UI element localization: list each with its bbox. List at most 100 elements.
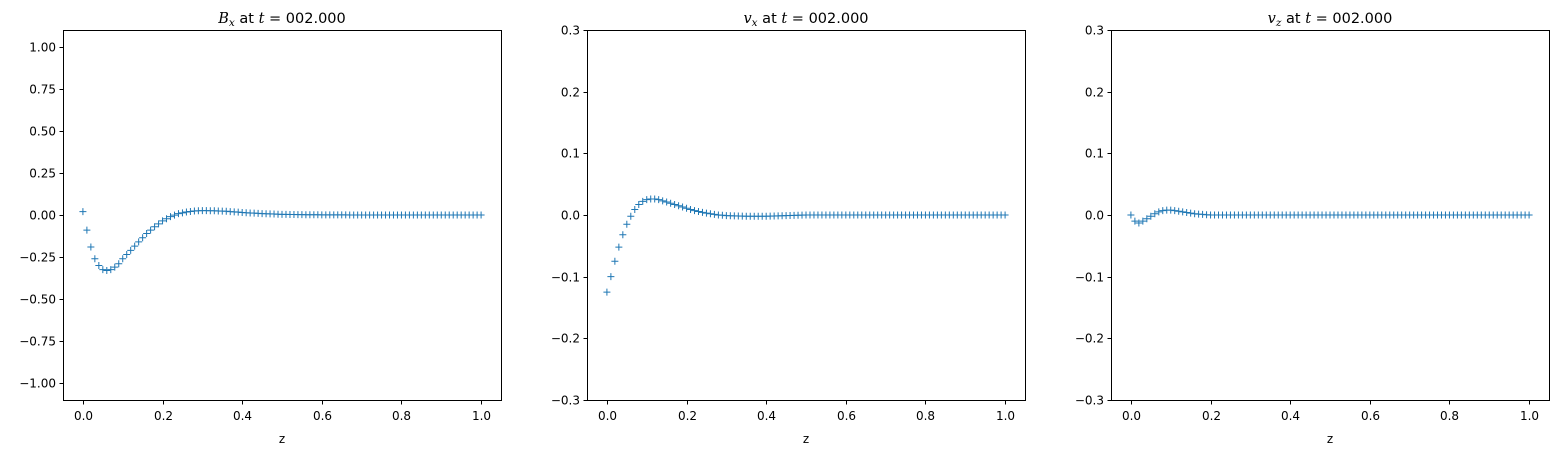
data-point xyxy=(135,238,143,246)
data-point xyxy=(635,201,643,209)
data-point xyxy=(651,195,659,203)
data-point xyxy=(643,196,651,204)
title-subscript: x xyxy=(229,17,235,29)
y-ticks: −0.3 −0.2 −0.1 0.0 0.1 0.2 0.3 xyxy=(1075,24,1112,408)
y-tick-label: 0.75 xyxy=(29,83,56,97)
data-markers xyxy=(603,195,1009,296)
y-ticks: −0.3 −0.2 −0.1 0.0 0.1 0.2 0.3 xyxy=(551,24,588,408)
data-point xyxy=(1139,217,1147,225)
data-point xyxy=(687,205,695,213)
x-tick-label: 1.0 xyxy=(1520,409,1539,423)
data-point xyxy=(691,207,699,215)
data-point xyxy=(139,234,147,242)
data-point xyxy=(1147,212,1155,220)
data-point xyxy=(178,209,186,217)
data-point xyxy=(710,210,718,218)
y-tick-label: −0.75 xyxy=(19,335,56,349)
x-axis-label: z xyxy=(1327,432,1333,446)
data-point xyxy=(655,196,663,204)
data-point xyxy=(694,208,702,216)
data-point xyxy=(119,255,127,263)
data-point xyxy=(170,211,178,219)
data-point xyxy=(698,208,706,216)
data-point xyxy=(95,261,103,269)
data-point xyxy=(163,215,171,223)
title-subscript: z xyxy=(1275,17,1282,29)
data-point xyxy=(103,267,111,274)
x-tick-label: 0.2 xyxy=(154,409,173,423)
y-tick-label: 0.3 xyxy=(1085,24,1104,38)
data-point xyxy=(167,213,175,221)
data-point xyxy=(186,207,194,215)
data-point xyxy=(679,203,687,211)
x-tick-label: 0.0 xyxy=(1122,409,1141,423)
title-subscript: x xyxy=(752,17,758,29)
data-point xyxy=(1525,211,1533,219)
x-tick-label: 0.0 xyxy=(598,409,617,423)
data-point xyxy=(477,211,485,219)
y-tick-label: 1.00 xyxy=(29,41,56,55)
x-ticks: 0.0 0.2 0.4 0.6 0.8 1.0 xyxy=(1122,400,1539,423)
data-point xyxy=(123,251,131,259)
x-tick-label: 1.0 xyxy=(472,409,491,423)
y-tick-label: −0.2 xyxy=(551,332,580,346)
data-point xyxy=(159,217,167,225)
title-time-value: = 002.000 xyxy=(1311,11,1392,27)
x-ticks: 0.0 0.2 0.4 0.6 0.8 1.0 xyxy=(598,400,1015,423)
data-point xyxy=(623,220,631,228)
x-tick-label: 0.8 xyxy=(392,409,411,423)
data-point xyxy=(1151,210,1159,218)
data-markers xyxy=(79,207,485,274)
y-tick-label: 0.00 xyxy=(29,209,56,223)
data-point xyxy=(1143,215,1151,223)
data-point xyxy=(1135,219,1143,227)
title-symbol: v xyxy=(743,11,752,27)
data-point xyxy=(1001,211,1009,219)
data-point xyxy=(683,204,691,212)
panel-vz: vz at t = 002.000 0.0 0.2 0.4 0.6 0.8 1.0 −0.… xyxy=(1075,11,1550,446)
data-point xyxy=(127,246,135,254)
data-point xyxy=(151,223,159,231)
title-time-value: = 002.000 xyxy=(787,11,868,27)
data-point xyxy=(1187,209,1195,217)
data-point xyxy=(147,226,155,234)
title-symbol: B xyxy=(217,11,229,27)
data-point xyxy=(627,212,635,220)
data-point xyxy=(639,197,647,205)
data-point xyxy=(607,273,615,281)
title-time-symbol: t xyxy=(781,11,787,27)
y-tick-label: 0.2 xyxy=(1085,86,1104,100)
title-time-symbol: t xyxy=(1305,11,1311,27)
y-tick-label: −0.3 xyxy=(1075,394,1104,408)
x-tick-label: 0.6 xyxy=(1361,409,1380,423)
x-axis-label: z xyxy=(279,432,285,446)
data-point xyxy=(667,199,675,207)
data-point xyxy=(702,209,710,217)
y-tick-label: 0.0 xyxy=(1085,209,1104,223)
data-point xyxy=(619,231,627,239)
data-point xyxy=(111,263,119,271)
x-tick-label: 1.0 xyxy=(996,409,1015,423)
data-point xyxy=(631,205,639,213)
data-point xyxy=(131,242,139,250)
data-point xyxy=(1175,207,1183,215)
x-tick-label: 0.4 xyxy=(757,409,776,423)
data-point xyxy=(115,260,123,268)
data-point xyxy=(87,243,95,251)
x-tick-label: 0.6 xyxy=(313,409,332,423)
x-tick-label: 0.0 xyxy=(74,409,93,423)
x-tick-label: 0.4 xyxy=(1281,409,1300,423)
panel-title: vx at t = 002.000 xyxy=(743,11,868,29)
title-time-value: = 002.000 xyxy=(264,11,345,27)
data-point xyxy=(155,220,163,228)
y-tick-label: −0.1 xyxy=(1075,271,1104,285)
data-point xyxy=(1171,207,1179,215)
data-point xyxy=(143,230,151,237)
y-tick-label: 0.2 xyxy=(561,86,580,100)
panel-vx: vx at t = 002.000 0.0 0.2 0.4 0.6 0.8 1.0 −0.… xyxy=(551,11,1026,446)
y-tick-label: −1.00 xyxy=(19,377,56,391)
data-point xyxy=(675,202,683,210)
data-point xyxy=(615,243,623,251)
y-ticks: −1.00 −0.75 −0.50 −0.25 0.00 0.25 0.50 0.75 1.00 xyxy=(19,41,64,391)
